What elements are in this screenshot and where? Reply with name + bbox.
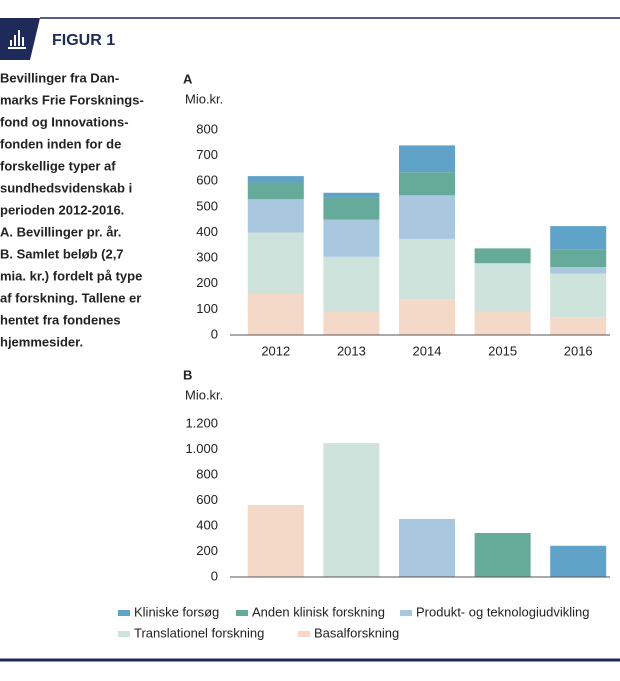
y-tick-label: 400	[196, 517, 218, 532]
y-tick-label: 100	[196, 301, 218, 316]
caption-line: mia. kr.) fordelt på type	[0, 268, 142, 283]
legend-swatch	[400, 610, 412, 616]
caption-line: Bevillinger fra Dan-	[0, 70, 119, 85]
caption-line: perioden 2012-2016.	[0, 202, 124, 217]
bar-segment	[474, 263, 531, 312]
legend-swatch	[236, 610, 248, 616]
y-tick-label: 600	[196, 492, 218, 507]
bar-segment	[323, 197, 380, 220]
bar-segment	[550, 249, 607, 268]
bar-segment	[550, 317, 607, 335]
y-tick-label: 800	[196, 121, 218, 136]
bar-segment	[399, 195, 455, 239]
x-tick-label: 2015	[488, 343, 517, 358]
bar-segment	[399, 299, 455, 335]
caption-line: B. Samlet beløb (2,7	[0, 246, 124, 261]
bar-segment	[474, 311, 531, 335]
bar-segment	[323, 256, 380, 312]
x-tick-label: 2014	[413, 343, 442, 358]
y-tick-label: 0	[211, 568, 218, 583]
bar-segment	[474, 248, 531, 264]
caption-line: A. Bevillinger pr. år.	[0, 224, 121, 239]
bar-segment	[550, 267, 607, 274]
caption-line: marks Frie Forsknings-	[0, 92, 144, 107]
legend-label: Kliniske forsøg	[134, 604, 219, 619]
x-tick-label: 2016	[564, 343, 593, 358]
bar	[247, 504, 304, 577]
y-tick-label: 200	[196, 543, 218, 558]
bar-segment	[247, 176, 304, 183]
bar-segment	[399, 238, 455, 300]
bar	[474, 533, 531, 577]
bar-segment	[323, 219, 380, 257]
bar-segment	[323, 311, 380, 335]
caption-line: forskellige typer af	[0, 158, 116, 173]
bar-segment	[247, 199, 304, 233]
panel-label: B	[183, 367, 192, 382]
caption-line: sundhedsvidenskab i	[0, 180, 132, 195]
bar-segment	[399, 145, 455, 173]
y-axis-label: Mio.kr.	[185, 91, 223, 106]
bar-segment	[550, 226, 607, 250]
y-tick-label: 1.200	[185, 415, 218, 430]
legend-swatch	[118, 610, 130, 616]
legend-swatch	[118, 631, 130, 637]
caption-line: fond og Innovations-	[0, 114, 129, 129]
y-tick-label: 300	[196, 250, 218, 265]
bar-segment	[247, 294, 304, 335]
legend-swatch	[298, 631, 310, 637]
bar	[550, 545, 607, 577]
y-tick-label: 200	[196, 275, 218, 290]
legend-label: Translationel forskning	[134, 625, 264, 640]
figure-title: FIGUR 1	[52, 32, 115, 49]
bar-segment	[550, 273, 607, 318]
y-axis-label: Mio.kr.	[185, 387, 223, 402]
bar	[399, 518, 455, 577]
x-tick-label: 2012	[261, 343, 290, 358]
caption-line: hjemmesider.	[0, 334, 83, 349]
x-tick-label: 2013	[337, 343, 366, 358]
bar-segment	[399, 172, 455, 196]
chart-icon	[8, 30, 26, 49]
bar-segment	[247, 182, 304, 200]
legend-label: Anden klinisk forskning	[252, 604, 385, 619]
y-tick-label: 600	[196, 173, 218, 188]
y-tick-label: 1.000	[185, 441, 218, 456]
y-tick-label: 700	[196, 147, 218, 162]
bar	[323, 443, 380, 577]
legend-label: Basalforskning	[314, 625, 399, 640]
y-tick-label: 0	[211, 326, 218, 341]
caption-line: fonden inden for de	[0, 136, 121, 151]
y-tick-label: 800	[196, 466, 218, 481]
caption-line: hentet fra fondenes	[0, 312, 121, 327]
y-tick-label: 400	[196, 224, 218, 239]
bar-segment	[247, 232, 304, 294]
panel-label: A	[183, 71, 193, 86]
bar-segment	[323, 192, 380, 198]
y-tick-label: 500	[196, 198, 218, 213]
legend-label: Produkt- og teknologiudvikling	[416, 604, 589, 619]
caption-line: af forskning. Tallene er	[0, 290, 141, 305]
